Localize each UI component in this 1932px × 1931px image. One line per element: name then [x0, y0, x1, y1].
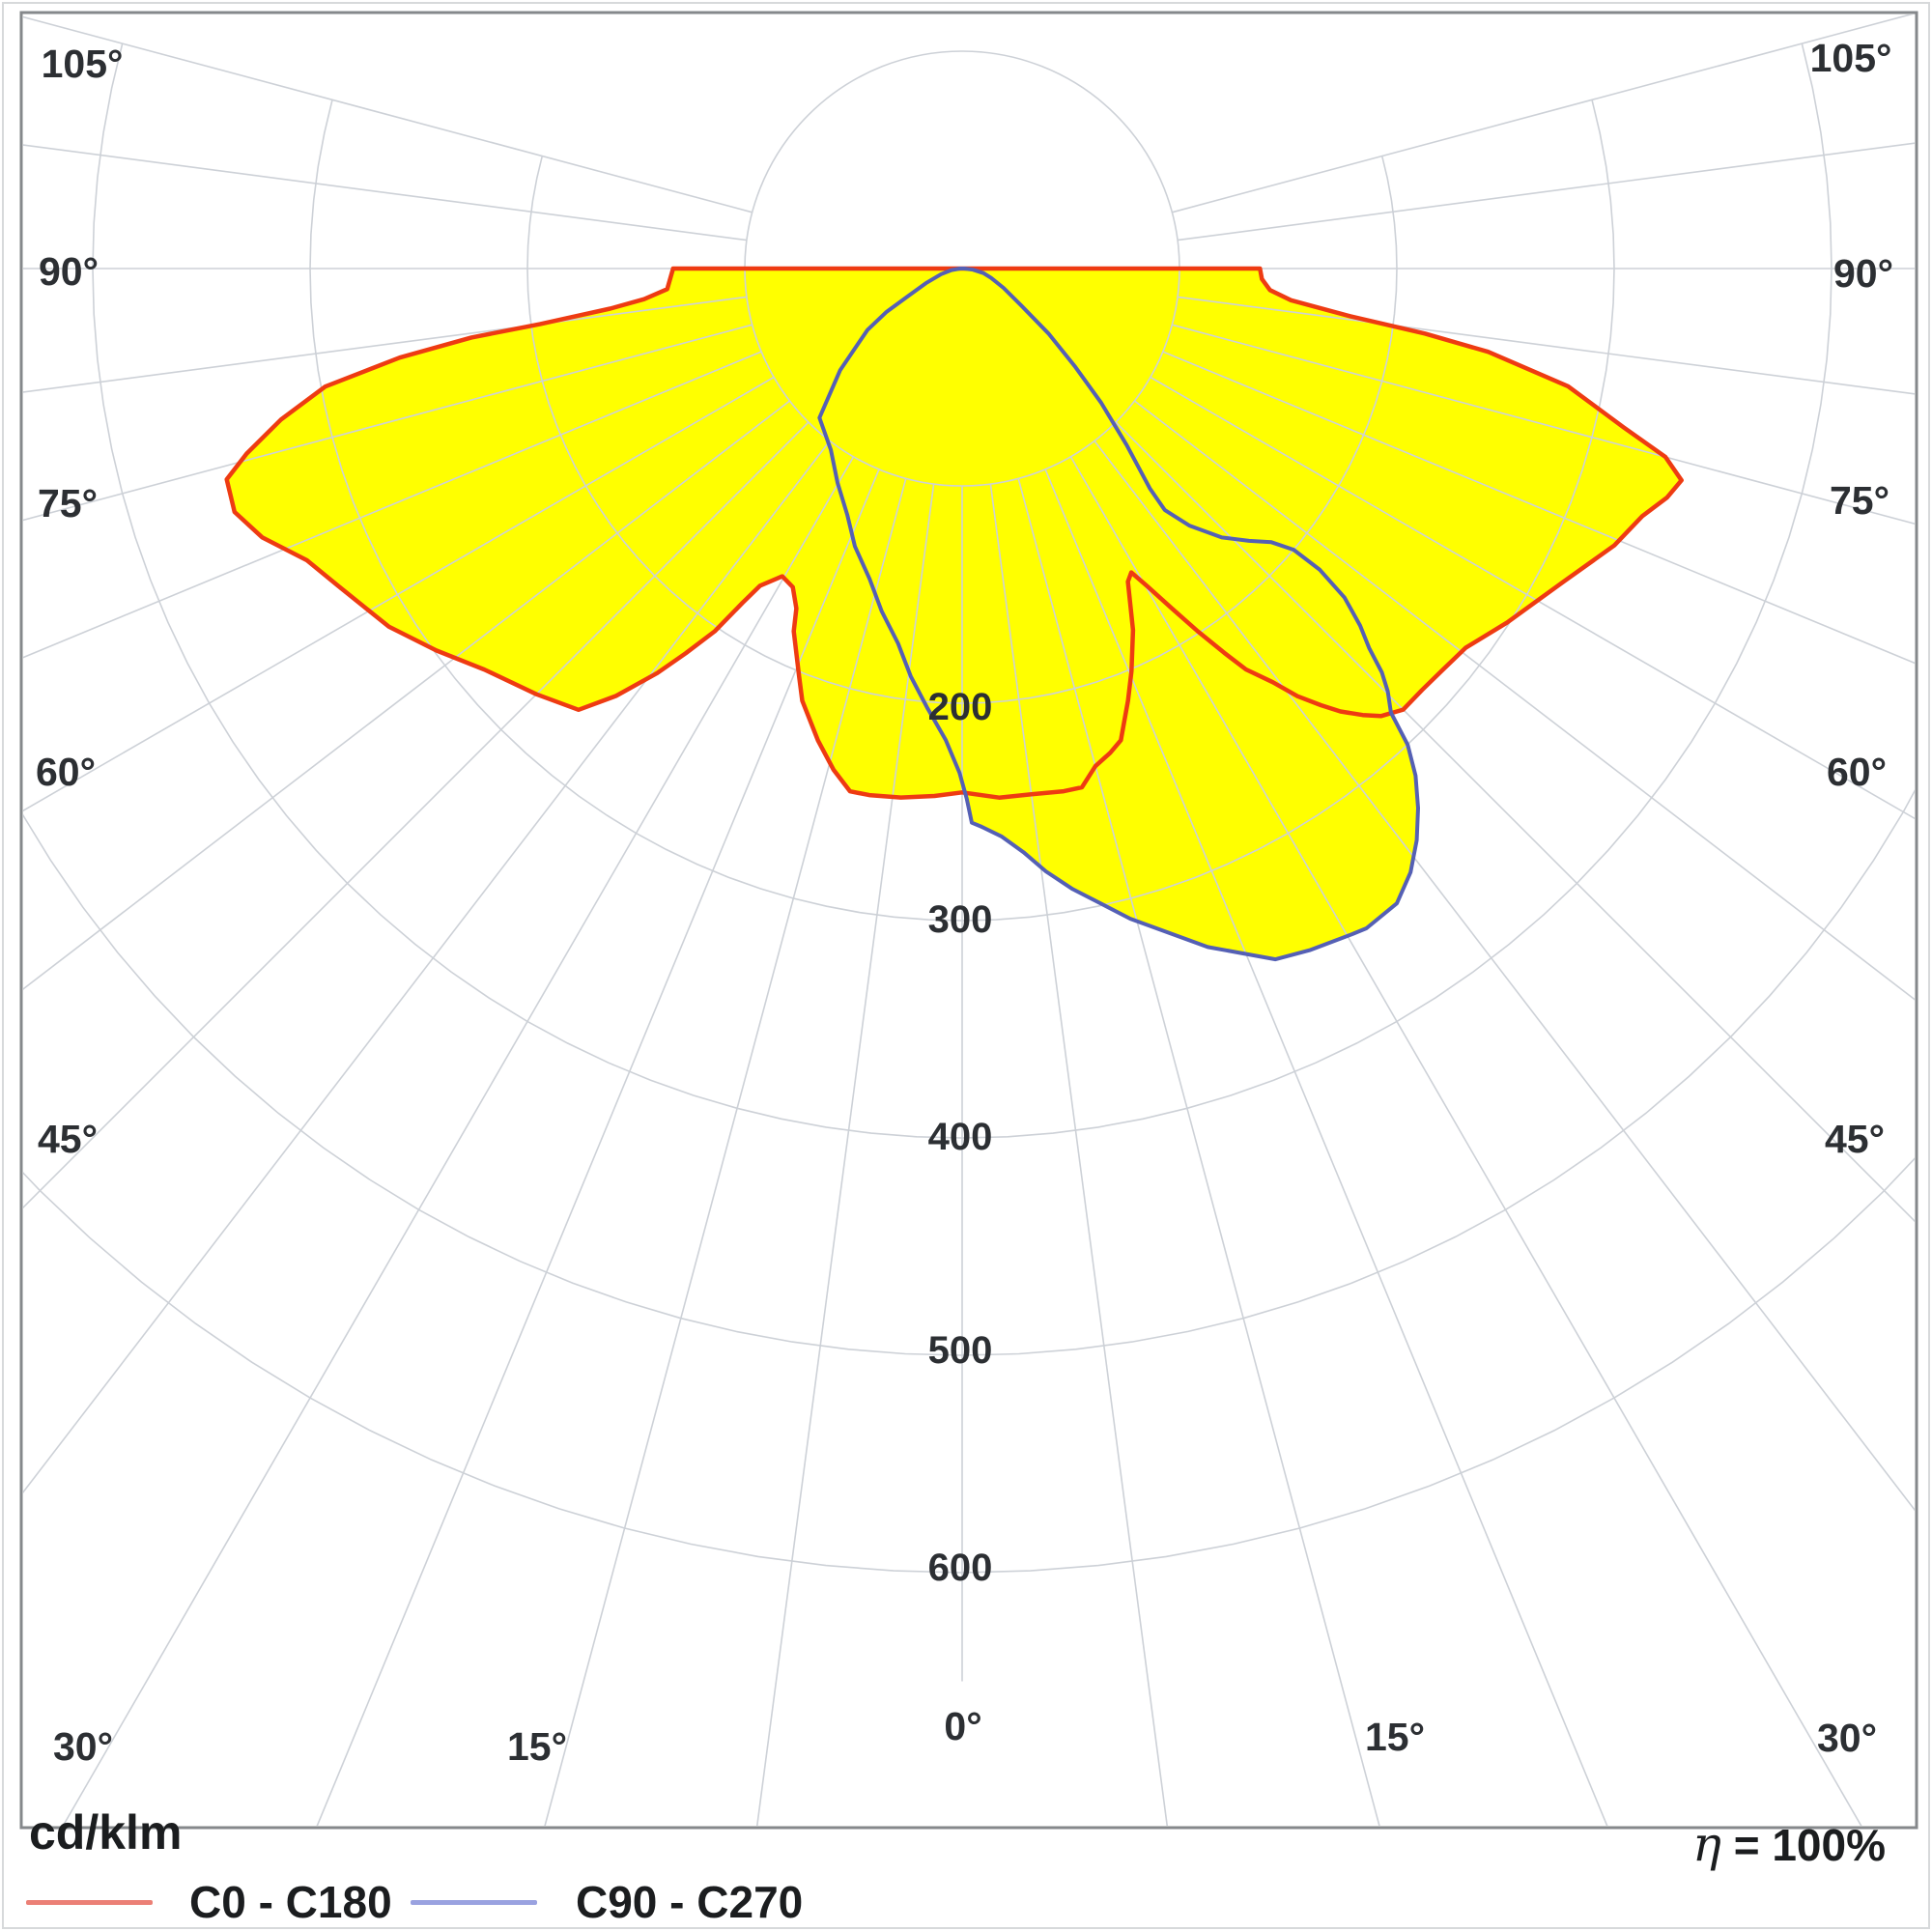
grid-radial-line [1017, 478, 1380, 1826]
angle-label: 60° [1827, 750, 1887, 794]
chart-border [19, 11, 1918, 1830]
grid-radial-line [1115, 421, 1915, 1223]
beam-fill [819, 269, 1418, 960]
legend-label-c0-c180: C0 - C180 [189, 1877, 392, 1927]
grid-radial-line [23, 440, 831, 1494]
grid-radial-line [62, 456, 855, 1826]
grid-radial-line [1172, 324, 1915, 525]
angle-label: 15° [507, 1724, 567, 1769]
grid-radial-line [23, 421, 810, 1209]
radial-tick-label: 300 [928, 898, 993, 941]
radial-tick-label: 500 [928, 1329, 993, 1372]
grid-radial-line [23, 376, 775, 812]
angle-label: 45° [38, 1117, 98, 1161]
c0-c180-legend-line-icon [26, 1899, 153, 1905]
grid-radial-line [23, 144, 748, 241]
angle-label: 105° [42, 42, 124, 86]
grid-radial-line [1162, 351, 1915, 665]
eta-value: = 100% [1720, 1820, 1886, 1870]
c0-c180-curve [224, 266, 1684, 800]
grid-radial-line [23, 324, 753, 522]
grid-radial-line [1177, 142, 1915, 241]
grid-radial-line [1172, 14, 1914, 213]
radial-tick-label: 200 [928, 686, 993, 728]
angle-label: 90° [1833, 251, 1893, 296]
grid-radial-line [316, 469, 880, 1826]
radial-tick-label: 400 [928, 1116, 993, 1158]
c90-c270-curve [817, 267, 1420, 962]
angle-label: 45° [1825, 1117, 1885, 1161]
angle-label: 75° [1830, 478, 1889, 523]
grid-radial-line [544, 478, 907, 1826]
c90-c270-legend-line-icon [411, 1899, 537, 1905]
grid-radial-line [755, 483, 935, 1826]
grid-radial-line [1177, 296, 1915, 395]
angle-label: 60° [36, 750, 96, 794]
radial-tick-label: 600 [928, 1547, 993, 1589]
grid-radial-line [23, 296, 748, 393]
legend-item-c90-c270: C90 - C270 [411, 1876, 803, 1928]
legend-item-c0-c180: C0 - C180 [26, 1876, 392, 1928]
efficiency-label: η = 100% [1692, 1816, 1886, 1872]
angle-label: 15° [1365, 1715, 1425, 1759]
grid-radial-line [1069, 456, 1862, 1826]
angle-label: 90° [39, 249, 99, 294]
angle-label: 30° [1817, 1716, 1877, 1760]
grid-radial-line [23, 400, 790, 990]
eta-symbol: η [1691, 1816, 1721, 1872]
legend-label-c90-c270: C90 - C270 [576, 1877, 804, 1927]
grid-radial-line [1094, 440, 1915, 1512]
angle-label: 105° [1810, 36, 1892, 80]
grid-radial-line [23, 15, 753, 213]
grid-radial-line [1150, 376, 1915, 820]
angle-label: 30° [53, 1724, 113, 1769]
angle-label: 75° [38, 481, 98, 525]
grid-radial-line [23, 351, 762, 659]
grid-radial-line [989, 483, 1169, 1826]
grid-radial-line [1044, 469, 1608, 1826]
grid-radial-line [1134, 400, 1915, 1001]
angle-label: 0° [944, 1704, 981, 1748]
units-label: cd/klm [29, 1805, 183, 1860]
